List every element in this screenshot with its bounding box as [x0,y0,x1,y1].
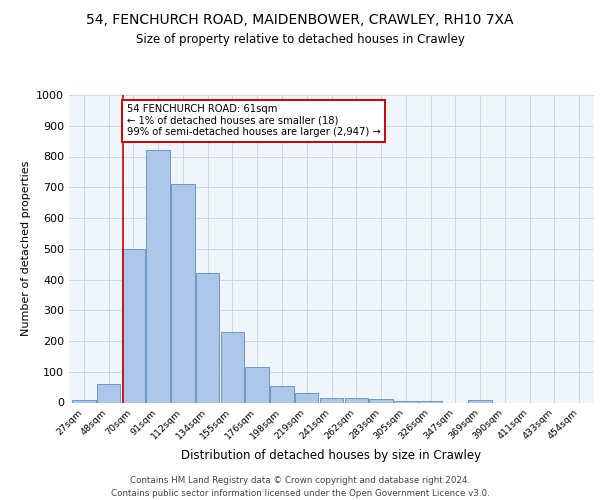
Text: 54 FENCHURCH ROAD: 61sqm
← 1% of detached houses are smaller (18)
99% of semi-de: 54 FENCHURCH ROAD: 61sqm ← 1% of detache… [127,104,381,138]
Bar [320,398,343,402]
Bar [122,248,145,402]
Text: Contains HM Land Registry data © Crown copyright and database right 2024.
Contai: Contains HM Land Registry data © Crown c… [110,476,490,498]
Bar [146,150,170,402]
Bar [72,400,95,402]
Bar [196,274,220,402]
Bar [394,400,418,402]
Text: 54, FENCHURCH ROAD, MAIDENBOWER, CRAWLEY, RH10 7XA: 54, FENCHURCH ROAD, MAIDENBOWER, CRAWLEY… [86,12,514,26]
Bar [245,367,269,402]
Bar [97,384,121,402]
Bar [419,401,442,402]
Bar [469,400,492,402]
Bar [295,394,319,402]
Y-axis label: Number of detached properties: Number of detached properties [20,161,31,336]
Text: Size of property relative to detached houses in Crawley: Size of property relative to detached ho… [136,32,464,46]
X-axis label: Distribution of detached houses by size in Crawley: Distribution of detached houses by size … [181,450,482,462]
Bar [221,332,244,402]
Bar [369,400,393,402]
Bar [270,386,294,402]
Bar [171,184,194,402]
Bar [344,398,368,402]
